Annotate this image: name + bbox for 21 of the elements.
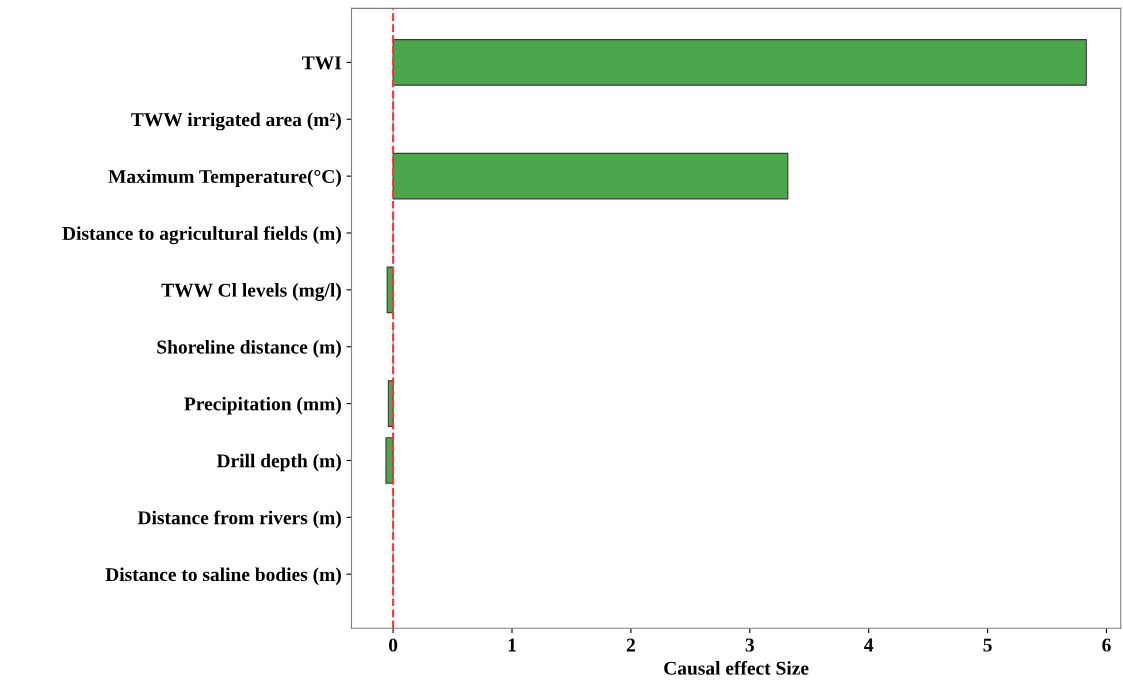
x-tick-label: 6	[1102, 638, 1111, 652]
x-tick-label: 5	[983, 638, 992, 652]
bar	[385, 437, 394, 484]
y-tick-label: Shoreline distance (m)	[157, 339, 341, 358]
y-tick-label: Maximum Temperature(°C)	[108, 169, 341, 188]
x-tick-label: 2	[626, 638, 635, 652]
bar	[392, 152, 789, 200]
y-tick-label: TWW Cl levels (mg/l)	[161, 283, 341, 301]
x-tick-label: 3	[745, 638, 754, 652]
y-tick-label: TWW irrigated area (m²)	[131, 112, 341, 131]
y-tick-label: Precipitation (mm)	[184, 396, 341, 415]
x-tick-label: 0	[388, 638, 398, 652]
y-tick-label: TWI	[302, 56, 342, 70]
y-tick-label: Distance to agricultural fields (m)	[62, 226, 341, 245]
x-tick-label: 1	[508, 638, 516, 652]
y-tick-label: Drill depth (m)	[216, 453, 341, 472]
bar	[392, 39, 1087, 86]
x-tick-label: 4	[864, 638, 874, 652]
y-tick-label: Distance to saline bodies (m)	[105, 567, 341, 586]
y-tick-label: Distance from rivers (m)	[137, 510, 341, 529]
x-axis-title: Causal effect Size	[664, 660, 809, 675]
